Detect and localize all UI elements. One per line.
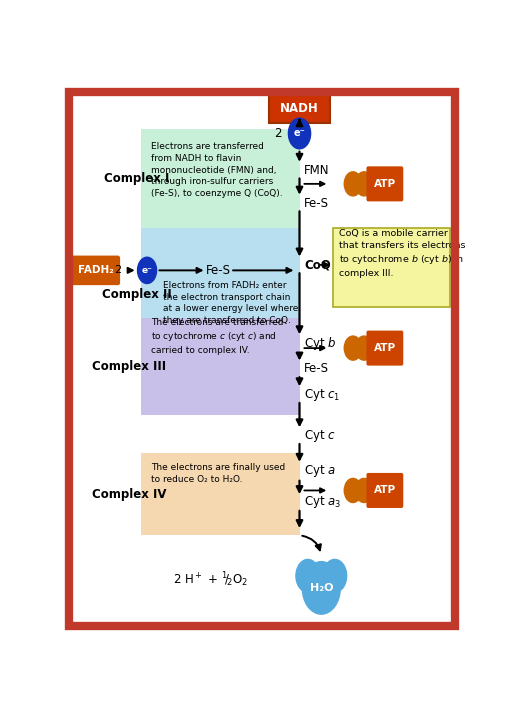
- Text: Electrons from FADH₂ enter
the electron transport chain
at a lower energy level : Electrons from FADH₂ enter the electron …: [163, 281, 298, 325]
- Text: CoQ: CoQ: [304, 258, 331, 272]
- Circle shape: [137, 257, 156, 284]
- FancyBboxPatch shape: [366, 331, 403, 365]
- Text: Complex II: Complex II: [102, 288, 172, 301]
- Circle shape: [344, 172, 362, 196]
- Circle shape: [344, 479, 362, 503]
- Circle shape: [288, 118, 311, 149]
- Circle shape: [323, 560, 346, 592]
- Circle shape: [296, 560, 320, 592]
- Text: e⁻: e⁻: [294, 129, 306, 139]
- Text: Fe-S: Fe-S: [304, 363, 329, 375]
- Text: e⁻: e⁻: [142, 266, 152, 275]
- Text: FADH₂: FADH₂: [78, 265, 113, 275]
- Circle shape: [366, 336, 384, 360]
- FancyBboxPatch shape: [141, 453, 299, 535]
- Text: NADH: NADH: [280, 102, 319, 114]
- Text: Complex III: Complex III: [92, 360, 166, 373]
- FancyBboxPatch shape: [333, 228, 450, 307]
- Circle shape: [344, 336, 362, 360]
- Circle shape: [303, 562, 340, 614]
- Text: FMN: FMN: [304, 164, 330, 176]
- Circle shape: [355, 479, 373, 503]
- Text: Complex I: Complex I: [104, 172, 170, 185]
- FancyBboxPatch shape: [141, 318, 299, 415]
- FancyBboxPatch shape: [71, 255, 120, 285]
- Text: ATP: ATP: [374, 343, 396, 353]
- Text: The electrons are finally used
to reduce O₂ to H₂O.: The electrons are finally used to reduce…: [151, 463, 285, 484]
- FancyBboxPatch shape: [366, 473, 403, 508]
- Text: Cyt $a_3$: Cyt $a_3$: [304, 494, 341, 510]
- Text: Cyt $b$: Cyt $b$: [304, 335, 337, 352]
- Text: ATP: ATP: [374, 179, 396, 189]
- Text: Complex IV: Complex IV: [92, 488, 167, 501]
- FancyBboxPatch shape: [269, 94, 330, 122]
- FancyBboxPatch shape: [141, 228, 299, 318]
- Circle shape: [366, 172, 384, 196]
- Text: ATP: ATP: [374, 486, 396, 496]
- Text: Electrons are transferred
from NADH to flavin
mononucleotide (FMN) and,
through : Electrons are transferred from NADH to f…: [151, 142, 283, 198]
- Text: 2: 2: [114, 265, 122, 275]
- Text: Cyt $c_1$: Cyt $c_1$: [304, 387, 341, 402]
- Text: Cyt $a$: Cyt $a$: [304, 464, 336, 479]
- Text: Cyt $c$: Cyt $c$: [304, 428, 336, 444]
- Text: CoQ is a mobile carrier
that transfers its electrons
to cytochrome $b$ (cyt $b$): CoQ is a mobile carrier that transfers i…: [339, 229, 466, 278]
- Text: 2: 2: [274, 127, 282, 140]
- FancyBboxPatch shape: [366, 166, 403, 201]
- Text: Fe-S: Fe-S: [304, 196, 329, 210]
- Text: Fe-S: Fe-S: [206, 264, 231, 277]
- Text: H₂O: H₂O: [310, 583, 333, 593]
- FancyBboxPatch shape: [141, 129, 299, 228]
- Circle shape: [355, 336, 373, 360]
- Text: The electrons are transferred
to cytochrome $c$ (cyt $c$) and
carried to complex: The electrons are transferred to cytochr…: [151, 318, 284, 355]
- Text: 2 H$^+$ + $\mathregular{^1\!/\!_2}$O$_2$: 2 H$^+$ + $\mathregular{^1\!/\!_2}$O$_2$: [173, 570, 248, 589]
- Circle shape: [366, 479, 384, 503]
- Circle shape: [355, 172, 373, 196]
